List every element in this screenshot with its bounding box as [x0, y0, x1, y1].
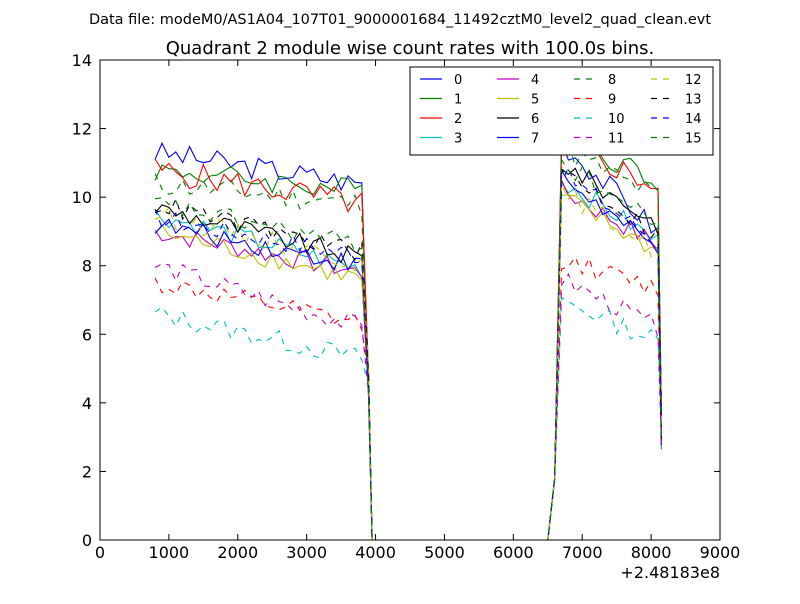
y-tick-label: 8 — [82, 257, 92, 276]
legend-label-3: 3 — [454, 132, 462, 147]
x-offset-label: +2.48183e8 — [620, 563, 720, 582]
y-tick-label: 4 — [82, 394, 92, 413]
series-line-3 — [154, 180, 662, 540]
legend-label-14: 14 — [685, 112, 702, 127]
legend-label-15: 15 — [685, 132, 702, 147]
series-line-5 — [154, 194, 662, 540]
axes-frame — [99, 59, 721, 541]
x-tick-label: 0 — [95, 543, 105, 562]
series-line-6 — [154, 167, 662, 540]
y-tick-label: 0 — [82, 531, 92, 550]
legend-label-6: 6 — [531, 112, 539, 127]
y-tick-label: 6 — [82, 325, 92, 344]
series-line-14 — [154, 166, 662, 540]
series-line-1 — [154, 140, 662, 540]
plot-area: 0 1000 2000 3000 4000 5000 6000 7000 8000 9000 0 2 4… — [72, 51, 741, 562]
y-tick-label: 14 — [72, 51, 92, 70]
legend-label-12: 12 — [685, 73, 702, 88]
legend-label-5: 5 — [531, 93, 539, 108]
series-line-10 — [154, 296, 662, 540]
series-line-15 — [155, 158, 662, 540]
series-line-0 — [154, 140, 662, 540]
legend-label-9: 9 — [608, 93, 616, 108]
series-line-9 — [154, 255, 662, 540]
series-line-7 — [154, 168, 662, 540]
legend-label-10: 10 — [608, 112, 625, 127]
x-tick-label: 2000 — [217, 543, 258, 562]
series-line-8 — [154, 142, 662, 540]
x-tick-label: 5000 — [424, 543, 465, 562]
x-tick-label: 6000 — [493, 543, 534, 562]
x-tick-label: 8000 — [631, 543, 672, 562]
series-line-11 — [154, 263, 662, 540]
legend-label-8: 8 — [608, 73, 616, 88]
x-tick-label: 9000 — [700, 543, 741, 562]
y-tick-label: 2 — [82, 462, 92, 481]
chart-title: Quadrant 2 module wise count rates with … — [166, 38, 655, 59]
x-tick-label: 1000 — [149, 543, 190, 562]
x-tick-label: 3000 — [286, 543, 327, 562]
legend-label-0: 0 — [454, 73, 462, 88]
legend-label-1: 1 — [454, 93, 462, 108]
series-line-13 — [154, 170, 662, 540]
x-tick-label: 7000 — [562, 543, 603, 562]
legend-label-7: 7 — [531, 132, 539, 147]
legend-label-11: 11 — [608, 132, 625, 147]
y-tick-label: 12 — [72, 120, 92, 139]
y-tick-label: 10 — [72, 188, 92, 207]
legend-label-13: 13 — [685, 93, 702, 108]
legend-label-2: 2 — [454, 112, 462, 127]
series-line-12 — [154, 183, 662, 540]
legend-label-4: 4 — [531, 73, 539, 88]
series-line-4 — [154, 180, 662, 540]
legend-box — [409, 66, 714, 156]
x-tick-label: 4000 — [355, 543, 396, 562]
series-line-2 — [154, 133, 662, 540]
suptitle: Data file: modeM0/AS1A04_107T01_90000016… — [89, 12, 711, 28]
